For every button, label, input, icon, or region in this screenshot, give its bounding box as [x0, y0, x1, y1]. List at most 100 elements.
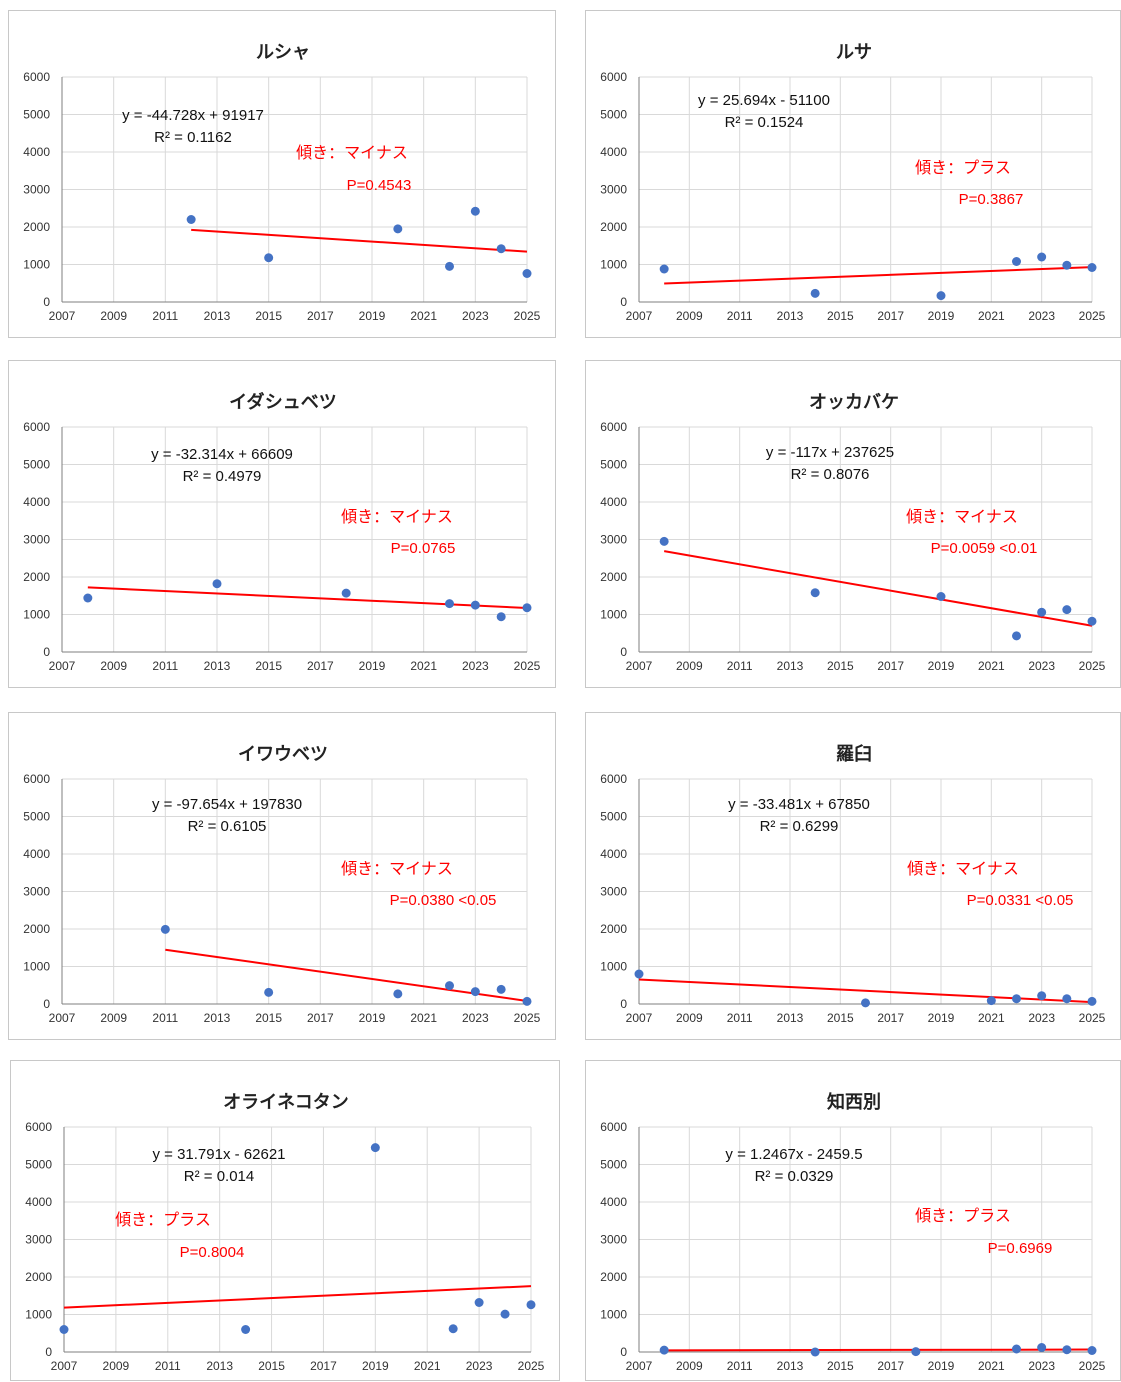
r-squared-label: R² = 0.6299 [760, 818, 839, 835]
y-tick-label: 1000 [23, 960, 50, 974]
scatter-chart: ルサ 2007 2009 2011 2013 2015 2017 2019 2021 2023 20… [600, 42, 1106, 323]
slope-note: 傾き：マイナス [296, 143, 408, 162]
y-tick-label: 3000 [600, 183, 627, 197]
y-tick-label: 1000 [25, 1308, 52, 1322]
x-tick-label: 2015 [258, 1359, 285, 1373]
r-squared-label: R² = 0.0329 [755, 1168, 834, 1185]
r-squared-label: R² = 0.1162 [154, 129, 232, 146]
data-point [861, 998, 870, 1008]
x-tick-label: 2009 [676, 1359, 703, 1373]
y-tick-label: 5000 [23, 108, 50, 122]
y-tick-label: 0 [43, 645, 50, 659]
data-point [1087, 616, 1097, 626]
y-tick-label: 1000 [23, 608, 50, 622]
data-point [500, 1309, 510, 1319]
p-value-label: P=0.0059 <0.01 [931, 540, 1038, 557]
y-tick-label: 2000 [600, 1270, 627, 1284]
y-tick-label: 1000 [600, 258, 627, 272]
y-tick-label: 4000 [600, 847, 627, 861]
data-point [1087, 263, 1097, 272]
x-tick-label: 2015 [827, 1011, 854, 1025]
chart-panel: 羅臼 2007 2009 2011 2013 2015 2017 2019 2021 2023 20… [585, 712, 1121, 1040]
x-tick-label: 2025 [514, 309, 541, 323]
scatter-chart: イワウベツ 2007 2009 2011 2013 2015 2017 2019 2021 202… [23, 744, 540, 1025]
x-tick-label: 2021 [978, 309, 1005, 323]
x-tick-label: 2023 [462, 309, 489, 323]
x-tick-label: 2023 [462, 1011, 489, 1025]
y-tick-label: 6000 [600, 772, 627, 786]
y-tick-label: 5000 [25, 1158, 52, 1172]
x-tick-label: 2025 [1079, 309, 1106, 323]
data-point [1087, 1346, 1097, 1355]
regression-equation: y = -33.481x + 67850 [728, 796, 870, 813]
data-point [526, 1300, 536, 1310]
p-value-label: P=0.0765 [391, 540, 456, 557]
data-point [634, 969, 644, 979]
x-tick-label: 2019 [359, 659, 386, 673]
data-point [1062, 994, 1072, 1004]
x-tick-label: 2013 [204, 309, 231, 323]
r-squared-label: R² = 0.8076 [791, 466, 870, 483]
x-tick-label: 2015 [827, 1359, 854, 1373]
x-tick-label: 2013 [204, 659, 231, 673]
y-tick-label: 4000 [25, 1195, 52, 1209]
x-tick-label: 2021 [414, 1359, 441, 1373]
y-tick-label: 3000 [600, 885, 627, 899]
trendline [87, 586, 528, 610]
data-point [659, 264, 669, 274]
scatter-chart: イダシュベツ 2007 2009 2011 2013 2015 2017 2019 2021 20… [23, 391, 540, 673]
x-tick-label: 2021 [410, 309, 437, 323]
r-squared-label: R² = 0.4979 [183, 468, 262, 485]
x-tick-label: 2007 [49, 309, 76, 323]
x-tick-label: 2013 [206, 1359, 233, 1373]
x-tick-label: 2021 [978, 659, 1005, 673]
y-tick-label: 1000 [600, 1308, 627, 1322]
data-point [241, 1325, 251, 1334]
y-tick-label: 2000 [25, 1270, 52, 1284]
x-tick-label: 2011 [155, 1359, 181, 1373]
x-tick-label: 2013 [777, 1359, 804, 1373]
data-point [1012, 1344, 1021, 1354]
x-tick-label: 2021 [978, 1011, 1005, 1025]
data-point [659, 536, 669, 546]
y-tick-label: 6000 [600, 70, 627, 84]
slope-note: 傾き：プラス [915, 1206, 1011, 1225]
y-tick-label: 3000 [23, 885, 50, 899]
x-tick-label: 2021 [978, 1359, 1005, 1373]
chart-panel: オッカバケ 2007 2009 2011 2013 2015 2017 2019 2021 202… [585, 360, 1121, 688]
data-point [522, 996, 532, 1006]
x-tick-label: 2013 [777, 1011, 804, 1025]
chart-panel: イダシュベツ 2007 2009 2011 2013 2015 2017 2019 2021 20… [8, 360, 556, 688]
data-point [659, 1345, 669, 1355]
y-tick-label: 6000 [23, 70, 50, 84]
x-tick-label: 2023 [1028, 1011, 1055, 1025]
x-tick-label: 2015 [827, 309, 854, 323]
data-point [59, 1325, 69, 1334]
data-point [1012, 257, 1021, 266]
x-tick-label: 2017 [877, 659, 904, 673]
x-tick-label: 2013 [204, 1011, 231, 1025]
x-tick-label: 2015 [255, 309, 282, 323]
chart-title: イダシュベツ [229, 391, 337, 413]
trendline [664, 266, 1093, 285]
data-point [264, 987, 274, 997]
x-tick-label: 2009 [100, 309, 127, 323]
regression-equation: y = 1.2467x - 2459.5 [725, 1146, 862, 1163]
x-tick-label: 2017 [877, 309, 904, 323]
data-point [911, 1347, 921, 1357]
x-tick-label: 2007 [626, 1011, 653, 1025]
slope-note: 傾き：プラス [115, 1210, 211, 1229]
x-tick-label: 2017 [307, 659, 334, 673]
data-point [212, 579, 222, 589]
trendline [664, 1348, 1093, 1352]
x-tick-label: 2007 [626, 659, 653, 673]
x-tick-label: 2011 [152, 659, 178, 673]
y-tick-label: 6000 [25, 1120, 52, 1134]
trendline [191, 228, 528, 253]
x-tick-label: 2009 [100, 659, 127, 673]
x-tick-label: 2023 [462, 659, 489, 673]
x-tick-label: 2019 [928, 309, 955, 323]
regression-equation: y = -32.314x + 66609 [151, 446, 293, 463]
y-tick-label: 0 [620, 1345, 627, 1359]
data-point [1012, 631, 1021, 641]
